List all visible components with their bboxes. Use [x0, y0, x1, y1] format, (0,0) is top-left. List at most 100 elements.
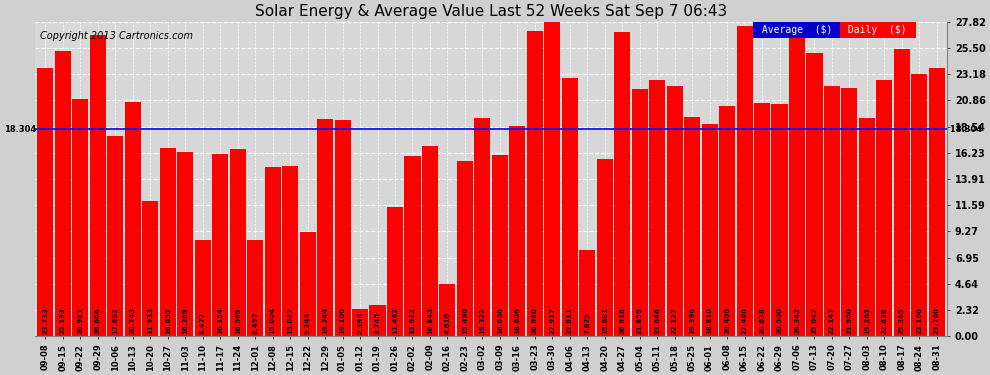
Bar	[614, 32, 631, 336]
Bar	[737, 26, 752, 336]
Bar	[143, 201, 158, 336]
Text: 18.810: 18.810	[707, 307, 713, 334]
Bar	[440, 284, 455, 336]
Text: 19.322: 19.322	[479, 308, 485, 334]
Text: 2.398: 2.398	[357, 312, 363, 334]
Bar	[789, 38, 805, 336]
Text: 19.265: 19.265	[864, 308, 870, 334]
Bar	[859, 118, 875, 336]
Text: 23.160: 23.160	[917, 308, 923, 334]
Text: 8.497: 8.497	[252, 312, 258, 334]
Bar	[317, 118, 333, 336]
Text: 26.916: 26.916	[619, 308, 626, 334]
Text: 16.569: 16.569	[235, 308, 241, 334]
Text: 17.692: 17.692	[112, 308, 119, 334]
Text: 25.047: 25.047	[812, 308, 818, 334]
Bar	[561, 78, 578, 336]
Bar	[929, 68, 944, 336]
Bar	[405, 156, 421, 336]
Bar	[352, 309, 368, 336]
Bar	[159, 148, 176, 336]
Text: 16.269: 16.269	[182, 308, 188, 334]
Text: 22.127: 22.127	[671, 308, 678, 334]
Text: 16.655: 16.655	[164, 308, 171, 334]
Text: 23.733: 23.733	[43, 308, 49, 334]
Text: 22.626: 22.626	[881, 308, 887, 334]
Text: 8.477: 8.477	[200, 312, 206, 334]
Text: 20.400: 20.400	[724, 307, 730, 334]
Bar	[72, 99, 88, 336]
Bar	[264, 166, 281, 336]
Text: 25.365: 25.365	[899, 308, 905, 334]
Text: 16.006: 16.006	[497, 308, 503, 334]
Bar	[579, 250, 595, 336]
Bar	[719, 106, 736, 336]
Bar	[107, 136, 124, 336]
Bar	[54, 51, 71, 336]
Bar	[38, 68, 53, 336]
Text: 19.100: 19.100	[340, 307, 346, 334]
Text: 22.811: 22.811	[567, 308, 573, 334]
Bar	[422, 146, 438, 336]
Bar	[474, 118, 490, 336]
Bar	[335, 120, 350, 336]
Text: 18.606: 18.606	[515, 308, 521, 334]
Bar	[492, 155, 508, 336]
Bar	[842, 88, 857, 336]
Text: 16.843: 16.843	[427, 307, 433, 334]
Text: 11.933: 11.933	[148, 307, 153, 334]
Text: 20.743: 20.743	[130, 307, 136, 334]
Bar	[597, 159, 613, 336]
Text: 27.917: 27.917	[549, 308, 555, 334]
Bar	[456, 161, 473, 336]
Text: 25.193: 25.193	[60, 308, 66, 334]
Text: Daily  ($): Daily ($)	[842, 25, 913, 35]
Bar	[125, 102, 141, 336]
Text: 20.981: 20.981	[77, 308, 83, 334]
Bar	[544, 21, 560, 336]
Bar	[230, 149, 246, 336]
Text: 22.646: 22.646	[654, 308, 660, 334]
Text: 23.760: 23.760	[934, 308, 940, 334]
Bar	[754, 103, 770, 336]
Bar	[90, 35, 106, 336]
Text: 27.460: 27.460	[742, 308, 747, 334]
Bar	[684, 117, 700, 336]
Text: 15.087: 15.087	[287, 308, 293, 334]
Text: 19.244: 19.244	[322, 307, 328, 334]
Text: 16.154: 16.154	[217, 308, 223, 334]
Text: 9.244: 9.244	[305, 312, 311, 334]
Text: 19.396: 19.396	[689, 308, 695, 334]
Bar	[369, 305, 385, 336]
Bar	[300, 232, 316, 336]
Bar	[387, 207, 403, 336]
Text: 26.980: 26.980	[532, 308, 538, 334]
Text: 26.666: 26.666	[95, 308, 101, 334]
Bar	[912, 74, 928, 336]
Bar	[824, 86, 840, 336]
Text: 21.859: 21.859	[637, 308, 643, 334]
Text: 15.912: 15.912	[410, 308, 416, 334]
Text: 26.342: 26.342	[794, 308, 800, 334]
Text: 4.610: 4.610	[445, 312, 450, 334]
Text: 15.681: 15.681	[602, 308, 608, 334]
Bar	[212, 153, 229, 336]
Bar	[649, 80, 665, 336]
Text: 18.304: 18.304	[4, 125, 37, 134]
Text: 15.004: 15.004	[269, 307, 275, 334]
Text: 7.629: 7.629	[584, 312, 590, 334]
Bar	[771, 104, 788, 336]
Bar	[666, 86, 683, 336]
Text: 18.304: 18.304	[947, 125, 982, 134]
Bar	[876, 80, 892, 336]
Text: 20.638: 20.638	[759, 308, 765, 334]
Bar	[195, 240, 211, 336]
Text: 22.147: 22.147	[829, 308, 835, 334]
Title: Solar Energy & Average Value Last 52 Weeks Sat Sep 7 06:43: Solar Energy & Average Value Last 52 Wee…	[255, 4, 728, 19]
Text: 15.490: 15.490	[462, 307, 468, 334]
Text: Copyright 2013 Cartronics.com: Copyright 2013 Cartronics.com	[40, 31, 192, 41]
Bar	[894, 50, 910, 336]
Bar	[248, 240, 263, 336]
Text: 20.500: 20.500	[776, 308, 782, 334]
Text: 21.960: 21.960	[846, 308, 852, 334]
